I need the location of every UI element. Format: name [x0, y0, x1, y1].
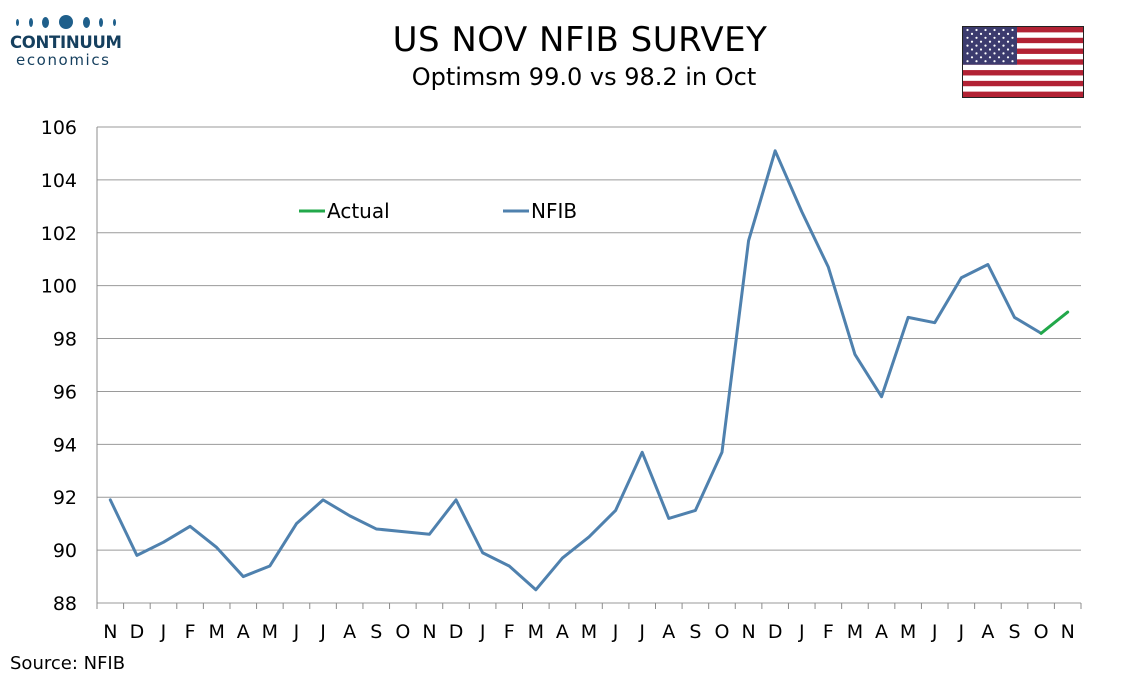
x-tick-label: N: [741, 621, 755, 643]
legend-label-nfib: NFIB: [531, 199, 577, 223]
logo-dot: [112, 18, 116, 26]
x-tick-label: A: [662, 621, 675, 643]
logo-dot: [99, 17, 104, 27]
x-tick-label: S: [689, 621, 701, 643]
x-tick-label: N: [422, 621, 436, 643]
x-tick-label: M: [581, 621, 597, 643]
x-tick-label: S: [1008, 621, 1020, 643]
x-tick-label: A: [343, 621, 356, 643]
x-tick-label: A: [237, 621, 250, 643]
x-tick-label: J: [798, 621, 805, 643]
x-tick-label: F: [504, 621, 515, 643]
y-tick-label: 94: [53, 434, 77, 456]
logo-dot: [28, 17, 33, 27]
logo-tagline: economics: [16, 51, 111, 69]
y-tick-label: 106: [41, 117, 77, 139]
x-tick-label: J: [319, 621, 326, 643]
x-tick-label: J: [638, 621, 645, 643]
y-tick-label: 104: [41, 170, 77, 192]
y-tick-label: 98: [53, 329, 77, 351]
y-tick-label: 88: [53, 593, 77, 615]
chart-title: US NOV NFIB SURVEY: [392, 20, 768, 60]
x-tick-label: J: [612, 621, 619, 643]
x-tick-label: O: [714, 621, 729, 643]
chart-subtitle: Optimsm 99.0 vs 98.2 in Oct: [411, 63, 757, 91]
x-tick-label: O: [1034, 621, 1049, 643]
x-tick-label: N: [1061, 621, 1075, 643]
x-tick-label: J: [293, 621, 300, 643]
x-tick-label: D: [130, 621, 145, 643]
logo-dot: [16, 18, 19, 26]
y-tick-label: 102: [41, 223, 77, 245]
y-tick-label: 96: [53, 381, 77, 403]
x-tick-label: D: [768, 621, 783, 643]
series-line-actual: [1039, 310, 1070, 335]
x-tick-label: F: [185, 621, 196, 643]
logo-dots: [16, 14, 116, 30]
legend-label-actual: Actual: [327, 199, 390, 223]
x-tick-label: J: [160, 621, 167, 643]
x-tick-label: M: [528, 621, 544, 643]
y-tick-label: 100: [41, 276, 77, 298]
logo-dot: [42, 16, 50, 28]
us-flag-icon: [962, 26, 1084, 98]
legend: Actual NFIB: [299, 199, 577, 223]
logo-dot: [82, 16, 90, 28]
x-tick-label: S: [370, 621, 382, 643]
x-tick-label: N: [103, 621, 117, 643]
x-tick-label: D: [449, 621, 464, 643]
logo-name: CONTINUUM: [10, 33, 122, 52]
x-tick-label: M: [847, 621, 863, 643]
x-tick-label: M: [900, 621, 916, 643]
x-tick-label: J: [958, 621, 965, 643]
source-note: Source: NFIB: [10, 653, 126, 674]
series-lines: [108, 149, 1070, 592]
logo-dot: [58, 15, 73, 29]
company-logo: CONTINUUM economics: [10, 14, 135, 68]
x-tick-label: A: [875, 621, 888, 643]
x-tick-label: J: [479, 621, 486, 643]
x-tick-label: J: [931, 621, 938, 643]
y-tick-label: 90: [53, 540, 77, 562]
x-tick-label: M: [262, 621, 278, 643]
series-line-nfib: [108, 149, 1043, 592]
gridlines: [97, 126, 1081, 604]
x-tick-label: F: [823, 621, 834, 643]
x-tick-label: A: [981, 621, 994, 643]
x-tick-label: A: [556, 621, 569, 643]
x-tick-label: O: [395, 621, 410, 643]
x-tick-label: M: [208, 621, 224, 643]
y-tick-label: 92: [53, 487, 77, 509]
